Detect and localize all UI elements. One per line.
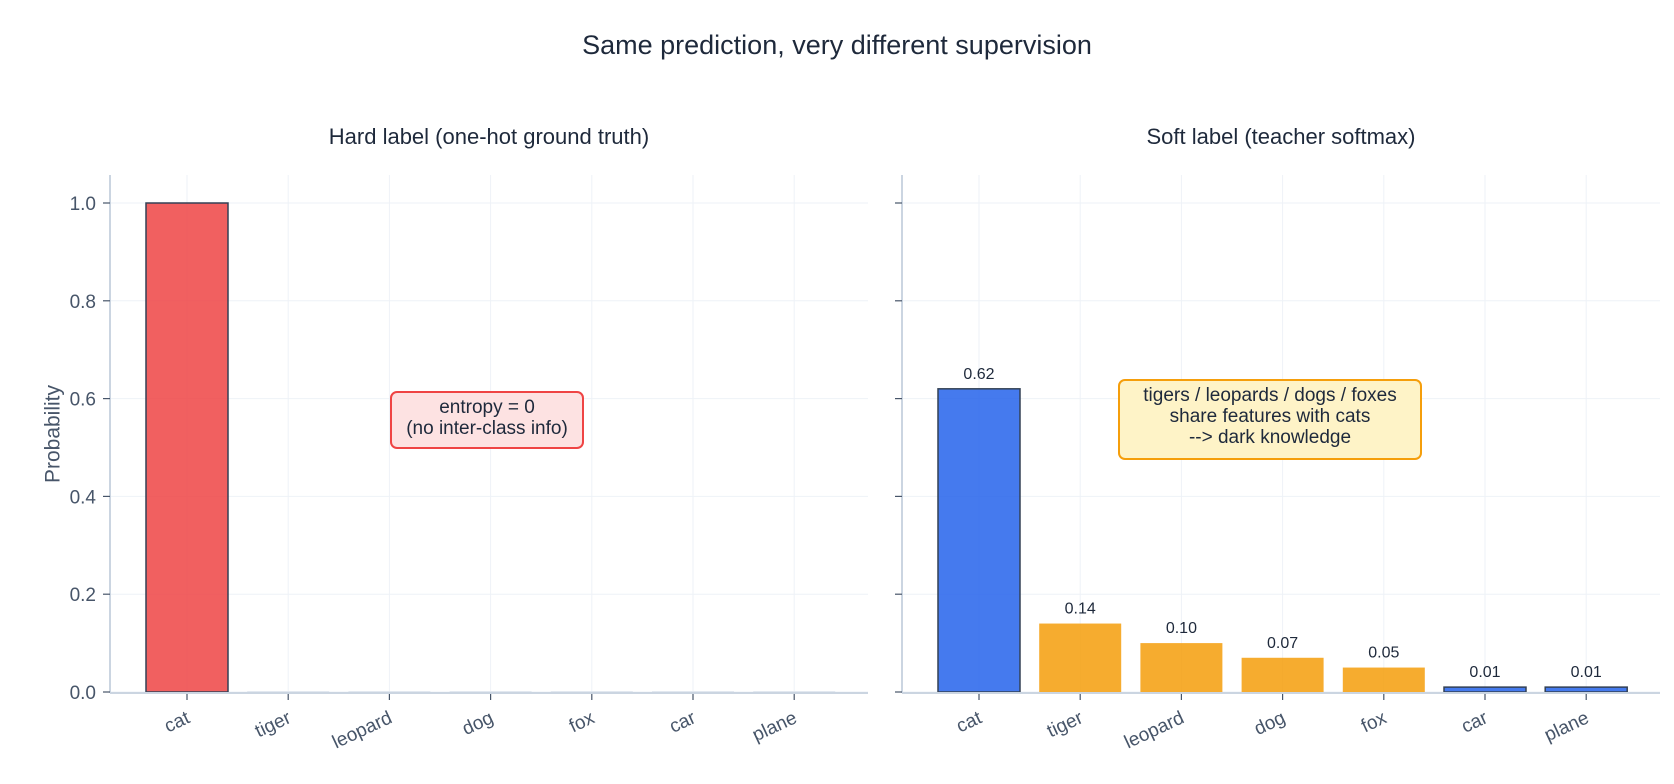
x-tick-label: leopard [1121,707,1187,753]
bar-plane [1544,686,1628,693]
x-tick-label: cat [161,707,193,737]
left-panel-title: Hard label (one-hot ground truth) [328,124,650,149]
soft-annotation-line-1: tigers / leopards / dogs / foxes [1143,385,1397,406]
y-tick-label: 0.6 [70,390,96,411]
left-axes: cat tiger leopard dog fox car plane 0.0 0.2 0.4 0.… [70,175,868,753]
hard-label-annotation: entropy = 0 (no inter-class info) [390,391,584,449]
x-tick-label: car [666,707,699,737]
x-tick-label: dog [459,707,497,739]
x-tick-label: tiger [1044,707,1087,742]
bar-value-label: 0.62 [963,366,994,383]
x-tick-label: tiger [252,707,295,742]
bar-tiger [1039,623,1122,692]
x-tick-label: plane [1541,707,1592,746]
y-tick-label: 0.0 [70,683,96,704]
bar-car [1443,686,1527,693]
bar-value-label: 0.14 [1065,601,1096,618]
bar-value-label: 0.05 [1368,645,1399,662]
bar-dog [1241,657,1324,692]
x-tick-label: leopard [329,707,395,753]
bar-value-label: 0.10 [1166,620,1197,637]
hard-annotation-line-2: (no inter-class info) [406,418,568,439]
bar-fox [1342,667,1425,692]
figure-title: Same prediction, very different supervis… [582,30,1092,60]
right-panel-title: Soft label (teacher softmax) [1146,124,1416,149]
x-tick-label: plane [749,707,800,746]
x-tick-label: car [1458,707,1491,737]
dark-knowledge-annotation: tigers / leopards / dogs / foxes share f… [1118,379,1422,460]
y-tick-label: 0.8 [70,292,96,313]
bar-leopard [1140,643,1223,692]
hard-annotation-line-1: entropy = 0 [439,397,535,418]
bar-value-label: 0.01 [1469,664,1500,681]
right-axes: 0.62 cat 0.14 tiger 0.10 leopard 0.07 dog 0.05 fo… [895,175,1660,753]
y-tick-label: 0.4 [70,487,97,508]
bar-value-label: 0.01 [1571,664,1602,681]
y-tick-label: 1.0 [70,194,96,215]
y-axis-label: Probability [42,384,65,483]
bar-cat [145,202,229,693]
bar-value-label: 0.07 [1267,635,1298,652]
soft-annotation-line-2: share features with cats [1169,406,1371,427]
x-tick-label: cat [953,707,985,737]
x-tick-label: dog [1251,707,1289,739]
bar-cat [937,388,1021,693]
x-tick-label: fox [1358,707,1390,737]
y-tick-label: 0.2 [70,585,96,606]
soft-annotation-line-3: --> dark knowledge [1188,427,1352,448]
x-tick-label: fox [566,707,598,737]
